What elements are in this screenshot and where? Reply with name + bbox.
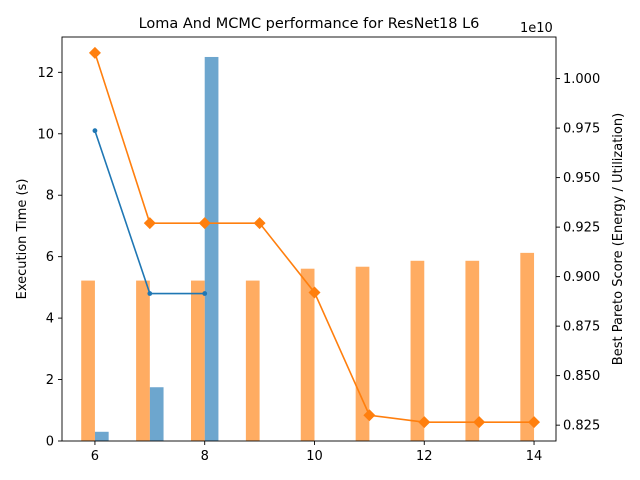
y2-tick-label-7: 1.000 [563, 72, 600, 87]
bar-series1-1 [136, 280, 150, 441]
chart-title: Loma And MCMC performance for ResNet18 L… [139, 16, 480, 32]
bar-series1-6 [410, 260, 425, 441]
line-series3-marker-7 [473, 416, 486, 429]
line-series3-marker-2 [198, 217, 211, 230]
bar-series1-7 [465, 260, 480, 441]
line-series2-marker-0 [92, 128, 98, 134]
y2-tick-label-0: 0.825 [563, 419, 600, 434]
y-tick-label-4: 8 [46, 189, 54, 204]
x-tick-label-1: 8 [201, 449, 209, 464]
line-series3-marker-4 [308, 286, 321, 299]
y-tick-label-5: 10 [37, 127, 54, 142]
y-tick-label-2: 4 [46, 312, 54, 327]
y-tick-label-6: 12 [37, 66, 54, 81]
bar-series1-4 [300, 268, 315, 441]
y2-offset-label: 1e10 [520, 21, 553, 36]
axes-layer: 6 8 10 12 14 0 2 4 6 8 10 12 0.825 0.850 0.875 0.900 0.9… [37, 36, 600, 464]
y2-tick-label-5: 0.950 [563, 171, 600, 186]
x-tick-label-3: 12 [416, 449, 433, 464]
y-axis-label: Execution Time (s) [15, 179, 30, 300]
line-series3-marker-1 [143, 217, 156, 230]
y2-axis-label: Best Pareto Score (Energy / Utilization) [611, 113, 626, 365]
y-tick-label-1: 2 [46, 373, 54, 388]
bar-series1-2 [190, 280, 205, 441]
y-tick-label-0: 0 [46, 435, 54, 450]
bar-series0-2 [204, 56, 219, 442]
y2-tick-label-4: 0.925 [563, 221, 600, 236]
line-series3-marker-6 [418, 416, 431, 429]
x-tick-label-0: 6 [91, 449, 99, 464]
bar-series0-0 [94, 431, 109, 441]
bar-series1-3 [245, 280, 260, 441]
bar-series1-0 [81, 280, 95, 441]
y-tick-label-3: 6 [46, 250, 54, 265]
line-series3-marker-8 [528, 416, 541, 429]
line-series2-marker-1 [147, 291, 153, 296]
bar-series0-1 [149, 387, 164, 441]
line-series2 [94, 130, 205, 295]
bar-series1-5 [355, 266, 370, 441]
x-tick-label-4: 14 [526, 449, 543, 464]
y2-tick-label-6: 0.975 [563, 122, 600, 137]
y2-tick-label-1: 0.850 [563, 369, 600, 384]
lines-layer [88, 46, 541, 429]
y2-tick-label-3: 0.900 [563, 270, 600, 285]
line-series3-marker-5 [363, 409, 376, 422]
line-series2-marker-2 [202, 291, 208, 296]
y2-tick-label-2: 0.875 [563, 320, 600, 335]
line-series3-marker-3 [253, 217, 266, 230]
bar-series1-8 [520, 252, 535, 441]
plot-frame [61, 36, 557, 442]
line-series3-marker-0 [88, 46, 101, 59]
x-tick-label-2: 10 [306, 449, 323, 464]
bars-layer [81, 56, 535, 442]
